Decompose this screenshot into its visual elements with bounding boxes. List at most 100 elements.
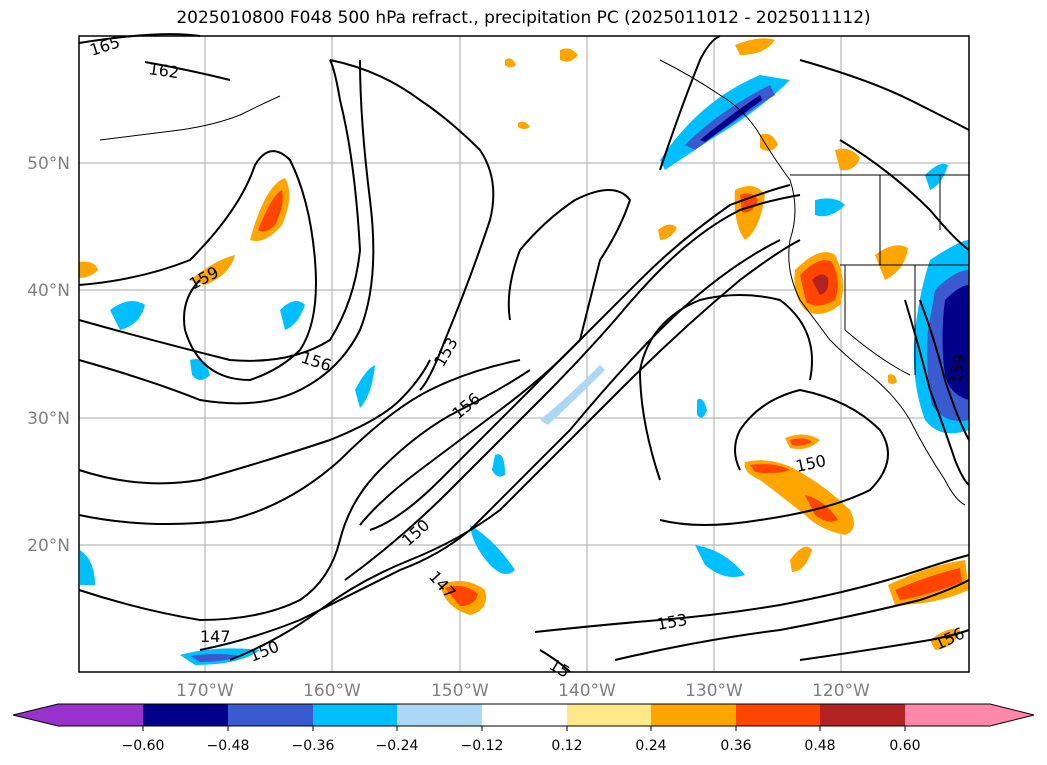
colorbar-tick-label: −0.60 [122,738,165,754]
map-title: 2025010800 F048 500 hPa refract., precip… [176,8,871,28]
colorbar-tick-label: 0.36 [720,738,751,754]
contour-line [78,33,201,44]
precip-area [812,274,829,295]
longitude-label: 160°W [303,681,361,701]
precip-area [110,301,145,330]
longitude-labels: 170°W 160°W 150°W 140°W 130°W 120°W [176,681,870,701]
precip-area [888,374,897,384]
contour-line [344,194,801,581]
precip-area [815,198,845,217]
contour-line [199,239,781,651]
longitude-label: 140°W [558,681,616,701]
colorbar-tick-label: 0.48 [804,738,835,754]
precip-area [735,38,775,55]
colorbar-tick-label: −0.48 [207,738,250,754]
precip-area [925,163,948,190]
contour-label: 147 [200,627,231,646]
precip-area [560,48,578,62]
latitude-label: 50°N [27,154,70,174]
colorbar: −0.60 −0.48 −0.36 −0.24 −0.12 0.12 0.24 … [12,703,1035,754]
contour-line [78,59,362,362]
precip-area [505,58,516,68]
contour-line [144,61,231,81]
latitude-label: 30°N [27,409,70,429]
precip-area [540,365,605,425]
contour-label: 162 [147,59,180,82]
precip-area [445,586,478,606]
colorbar-tick-label: −0.36 [292,738,335,754]
precip-area [760,133,778,151]
longitude-label: 170°W [176,681,234,701]
contour-line [614,579,970,661]
colorbar-segment [990,704,1034,726]
precip-area [79,261,98,278]
contour-line [78,359,521,525]
precip-area [695,545,745,578]
precip-area [750,464,790,474]
precip-area [875,245,908,280]
contour-line [507,189,632,341]
precip-area [697,398,707,418]
precip-area [790,546,812,572]
colorbar-segment [228,704,313,726]
longitude-label: 120°W [812,681,870,701]
contour-line [329,59,495,391]
precip-area [355,365,375,408]
contour-line [659,388,889,526]
contour-line [799,59,970,131]
contour-line [659,35,721,171]
precip-area [835,148,860,171]
colorbar-segment [736,704,820,726]
precip-area [190,255,235,285]
precip-area [492,454,505,477]
contour-line [369,184,791,531]
contour-line [78,150,317,382]
longitude-label: 150°W [431,681,489,701]
precip-area [658,224,677,240]
precip-area [518,121,530,129]
colorbar-segment [143,704,228,726]
contour-line [904,299,970,486]
colorbar-segment [482,704,567,726]
contour-line [78,59,375,405]
precip-area [790,438,812,446]
map-panel-background [79,36,969,672]
colorbar-outline [12,703,1035,727]
contour-line [229,239,801,661]
contour-line [638,294,813,481]
graticule [79,36,969,672]
precip-area [942,285,969,400]
contour-line [78,359,431,485]
colorbar-segment [820,704,905,726]
colorbar-tick-label: −0.24 [376,738,419,754]
precip-area [895,568,962,600]
colorbar-segment [567,704,651,726]
precip-positive-areas [79,38,969,650]
border [844,265,911,376]
colorbar-segment [13,704,58,726]
contour-line [78,369,531,622]
refractivity-contours [78,33,970,673]
contour-line [839,139,970,251]
colorbar-ticks [142,726,906,731]
precip-area [280,301,305,330]
precip-negative-areas [80,75,969,665]
contour-line [539,649,571,673]
colorbar-tick-label: 0.60 [889,738,920,754]
colorbar-segment [397,704,482,726]
contour-line [799,629,970,661]
contour-line [919,299,970,441]
latitude-label: 40°N [27,281,70,301]
contour-line [359,339,581,526]
coastlines [99,59,969,506]
colorbar-segment [905,704,990,726]
colorbar-segment [651,704,736,726]
precip-area [470,525,515,574]
precip-area [190,654,240,662]
colorbar-segment [313,704,397,726]
longitude-label: 130°W [685,681,743,701]
precip-area [700,95,762,142]
precip-area [80,550,95,585]
colorbar-tick-label: 0.12 [551,738,582,754]
